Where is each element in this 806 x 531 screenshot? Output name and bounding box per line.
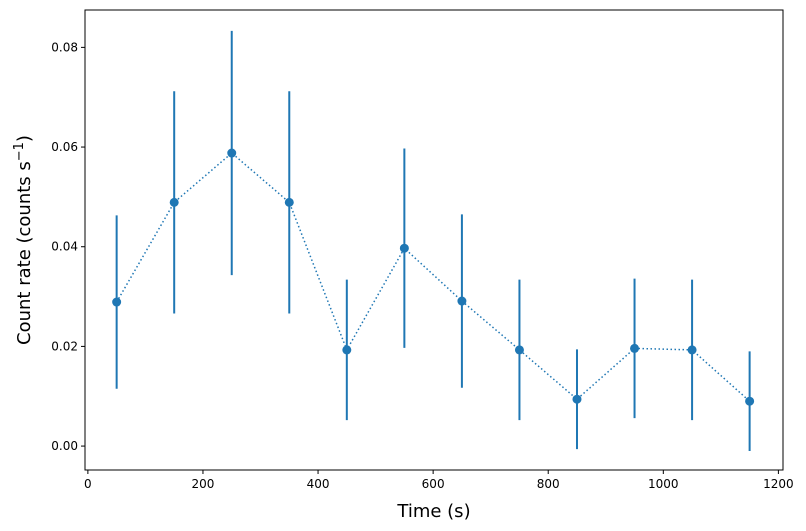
axis-ticks: 0 200 400 600 800 1000 1200 0.00 0.02 0.04 0.06 0.0… xyxy=(51,40,793,491)
y-tick-label: 0.02 xyxy=(51,339,78,353)
y-tick-label: 0.08 xyxy=(51,40,78,54)
data-point xyxy=(227,148,237,158)
x-tick-label: 0 xyxy=(84,477,92,491)
y-tick-label: 0.06 xyxy=(51,140,78,154)
x-tick-label: 400 xyxy=(307,477,330,491)
data-point xyxy=(284,197,294,207)
data-point xyxy=(745,396,755,406)
data-point xyxy=(112,297,122,307)
data-point xyxy=(630,343,640,353)
x-tick-label: 600 xyxy=(422,477,445,491)
data-point xyxy=(572,394,582,404)
x-axis-label: Time (s) xyxy=(396,501,470,522)
data-point xyxy=(342,345,352,355)
x-tick-label: 800 xyxy=(537,477,560,491)
series-line xyxy=(115,152,751,402)
data-point xyxy=(514,345,524,355)
data-point xyxy=(457,296,467,306)
x-tick-label: 200 xyxy=(192,477,215,491)
data-marks xyxy=(112,30,755,452)
x-tick-label: 1000 xyxy=(648,477,679,491)
data-point xyxy=(399,243,409,253)
plot-frame xyxy=(84,9,784,471)
y-tick-label: 0.00 xyxy=(51,439,78,453)
data-point xyxy=(687,345,697,355)
y-axis-label: Count rate (counts s−1) xyxy=(12,135,35,345)
y-tick-label: 0.04 xyxy=(51,240,78,254)
x-tick-label: 1200 xyxy=(763,477,794,491)
data-point xyxy=(169,197,179,207)
